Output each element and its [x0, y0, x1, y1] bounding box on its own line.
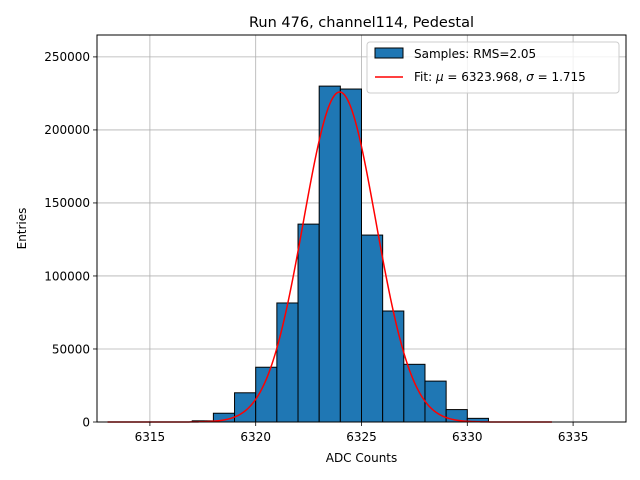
chart-title: Run 476, channel114, Pedestal — [249, 15, 474, 31]
histogram-bar — [361, 234, 384, 423]
histogram-bar — [318, 85, 341, 423]
y-tick-label: 0 — [82, 415, 90, 429]
x-axis-ticks: 6315 6320 6325 6330 6335 — [135, 422, 589, 444]
histogram-bar — [339, 88, 362, 423]
x-tick-label: 6330 — [452, 430, 483, 444]
legend-mu-symbol: μ — [435, 70, 444, 84]
x-tick-label: 6325 — [346, 430, 377, 444]
histogram-bar — [297, 223, 320, 423]
legend-fit-label: Fit: μ = 6323.968, σ = 1.715 — [414, 70, 586, 84]
y-axis-ticks: 0 50000 100000 150000 200000 250000 — [44, 50, 97, 429]
y-tick-label: 200000 — [44, 123, 90, 137]
x-tick-label: 6315 — [135, 430, 166, 444]
legend-fit-mu-value: = 6323.968, — [444, 70, 527, 84]
histogram-bar — [276, 302, 299, 423]
legend: Samples: RMS=2.05 Fit: μ = 6323.968, σ =… — [366, 41, 620, 94]
y-tick-label: 100000 — [44, 269, 90, 283]
x-tick-label: 6335 — [558, 430, 589, 444]
legend-fit-prefix: Fit: — [414, 70, 436, 84]
legend-fit-sigma-value: = 1.715 — [534, 70, 586, 84]
histogram-bar — [403, 363, 426, 423]
legend-samples-label: Samples: RMS=2.05 — [414, 47, 536, 61]
x-axis-label: ADC Counts — [326, 451, 398, 465]
x-tick-label: 6320 — [240, 430, 271, 444]
y-tick-label: 150000 — [44, 196, 90, 210]
histogram-bars — [191, 85, 489, 423]
legend-sigma-symbol: σ — [526, 70, 534, 84]
legend-box — [366, 41, 620, 94]
y-tick-label: 50000 — [52, 342, 90, 356]
histogram-bar — [382, 310, 405, 423]
legend-samples-swatch — [374, 47, 404, 59]
y-axis-label: Entries — [15, 208, 29, 250]
y-tick-label: 250000 — [44, 50, 90, 64]
histogram-bar — [234, 392, 257, 423]
